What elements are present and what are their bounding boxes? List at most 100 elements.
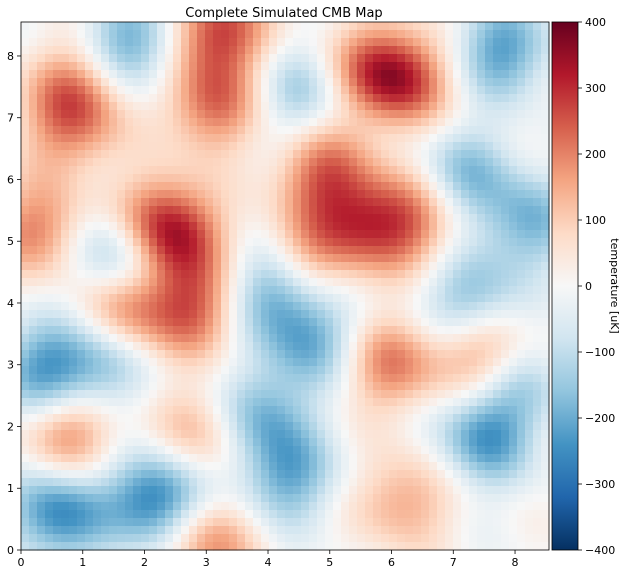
- map-cell: [501, 334, 510, 343]
- map-cell: [229, 254, 238, 263]
- map-cell: [261, 190, 270, 199]
- map-cell: [45, 166, 54, 175]
- map-cell: [517, 70, 526, 79]
- map-cell: [533, 286, 542, 295]
- map-cell: [405, 174, 414, 183]
- map-cell: [397, 502, 406, 511]
- map-cell: [141, 270, 150, 279]
- map-cell: [197, 46, 206, 55]
- map-cell: [197, 278, 206, 287]
- map-cell: [85, 398, 94, 407]
- map-cell: [77, 430, 86, 439]
- map-cell: [373, 262, 382, 271]
- map-cell: [149, 342, 158, 351]
- map-cell: [533, 118, 542, 127]
- map-cell: [469, 366, 478, 375]
- map-cell: [365, 398, 374, 407]
- map-cell: [229, 318, 238, 327]
- map-cell: [461, 494, 470, 503]
- map-cell: [93, 526, 102, 535]
- map-cell: [525, 222, 534, 231]
- map-cell: [453, 206, 462, 215]
- map-cell: [445, 486, 454, 495]
- map-cell: [213, 262, 222, 271]
- map-cell: [253, 142, 262, 151]
- map-cell: [325, 222, 334, 231]
- map-cell: [181, 126, 190, 135]
- map-cell: [357, 446, 366, 455]
- map-cell: [45, 230, 54, 239]
- map-cell: [317, 542, 326, 551]
- map-cell: [517, 406, 526, 415]
- map-cell: [197, 198, 206, 207]
- map-cell: [45, 494, 54, 503]
- map-cell: [333, 198, 342, 207]
- map-cell: [205, 374, 214, 383]
- map-cell: [413, 358, 422, 367]
- map-cell: [109, 158, 118, 167]
- map-cell: [277, 390, 286, 399]
- map-cell: [93, 534, 102, 543]
- map-cell: [309, 190, 318, 199]
- map-cell: [277, 262, 286, 271]
- map-cell: [197, 262, 206, 271]
- map-cell: [285, 534, 294, 543]
- map-cell: [477, 198, 486, 207]
- map-cell: [221, 286, 230, 295]
- map-cell: [245, 542, 254, 551]
- map-cell: [109, 398, 118, 407]
- map-cell: [237, 334, 246, 343]
- map-cell: [61, 262, 70, 271]
- map-cell: [509, 406, 518, 415]
- plot-frame: [20, 21, 550, 551]
- map-cell: [429, 198, 438, 207]
- map-cell: [173, 286, 182, 295]
- map-cell: [365, 278, 374, 287]
- map-cell: [341, 102, 350, 111]
- map-cell: [389, 214, 398, 223]
- map-cell: [437, 94, 446, 103]
- map-cell: [45, 38, 54, 47]
- map-cell: [453, 46, 462, 55]
- map-cell: [157, 374, 166, 383]
- map-cell: [253, 270, 262, 279]
- map-cell: [373, 78, 382, 87]
- map-cell: [477, 414, 486, 423]
- map-cell: [365, 254, 374, 263]
- map-cell: [533, 462, 542, 471]
- map-cell: [373, 206, 382, 215]
- map-cell: [437, 54, 446, 63]
- map-cell: [277, 494, 286, 503]
- map-cell: [485, 470, 494, 479]
- map-cell: [285, 230, 294, 239]
- map-cell: [525, 30, 534, 39]
- map-cell: [445, 398, 454, 407]
- map-cell: [149, 198, 158, 207]
- map-cell: [469, 118, 478, 127]
- map-cell: [317, 374, 326, 383]
- map-cell: [197, 510, 206, 519]
- map-cell: [541, 302, 550, 311]
- map-cell: [61, 230, 70, 239]
- map-cell: [109, 454, 118, 463]
- map-cell: [157, 326, 166, 335]
- map-cell: [541, 406, 550, 415]
- map-cell: [37, 326, 46, 335]
- map-cell: [45, 70, 54, 79]
- map-cell: [397, 510, 406, 519]
- map-cell: [109, 382, 118, 391]
- map-cell: [453, 158, 462, 167]
- map-cell: [293, 526, 302, 535]
- map-cell: [45, 366, 54, 375]
- map-cell: [517, 486, 526, 495]
- map-cell: [101, 510, 110, 519]
- map-cell: [341, 22, 350, 31]
- map-cell: [445, 142, 454, 151]
- map-cell: [509, 102, 518, 111]
- map-cell: [485, 526, 494, 535]
- map-cell: [221, 446, 230, 455]
- map-cell: [501, 374, 510, 383]
- map-cell: [53, 94, 62, 103]
- map-cell: [357, 78, 366, 87]
- map-cell: [29, 214, 38, 223]
